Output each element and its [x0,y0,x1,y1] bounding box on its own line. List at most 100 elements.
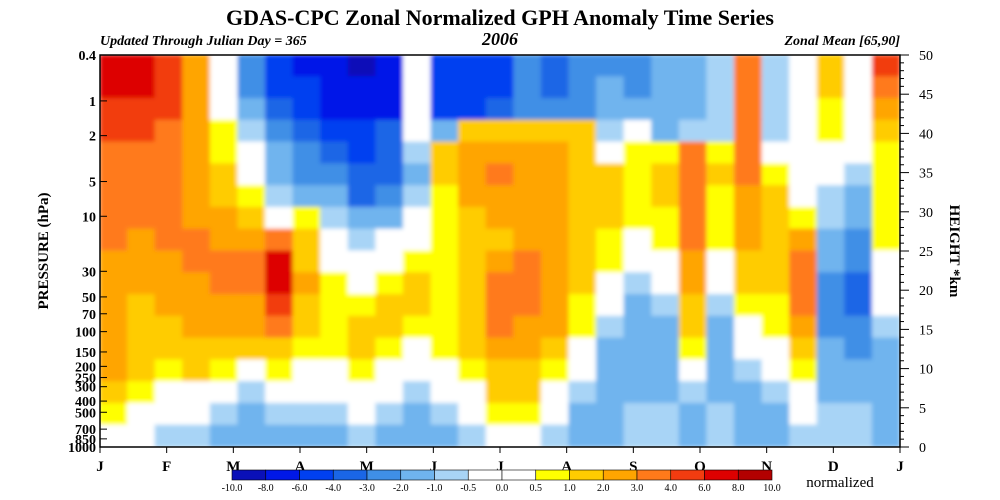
heatmap-cell [706,315,735,339]
heatmap-cell [402,424,432,447]
heatmap-cell [375,55,404,78]
heatmap-cell [844,294,873,317]
heatmap-cell [154,76,184,100]
heatmap-cell [237,163,267,187]
heatmap-cell [568,76,598,100]
heatmap-cell [623,294,653,317]
heatmap-cell [596,228,625,252]
heatmap-cell [568,98,598,121]
heatmap-cell [816,185,846,208]
heatmap-cell [733,76,763,100]
heatmap-cell [209,119,239,143]
heatmap-cell [292,424,322,447]
heatmap-cell [100,272,129,296]
heatmap-cell [623,337,653,361]
y-axis-label: PRESSURE (hPa) [36,192,52,309]
heatmap-cell [789,55,818,78]
heatmap-cell [100,185,129,208]
heatmap-cell [375,294,404,317]
heatmap-cell [651,76,680,100]
heatmap-cell [458,76,487,100]
heatmap-cell [347,141,377,165]
heatmap-cell [706,185,735,208]
heatmap-cell [623,119,653,143]
heatmap-cell [651,98,680,121]
heatmap-cell [127,337,156,361]
heatmap-cell [375,185,404,208]
heatmap-cell [430,141,460,165]
heatmap-cell [651,337,680,361]
chart-subtitle-year: 2006 [481,29,518,49]
heatmap-cell [706,163,735,187]
month-tick-label: J [896,459,904,475]
heatmap-cell [678,98,708,121]
heatmap-cell [844,424,873,447]
heatmap-cell [871,185,900,208]
month-tick-label: O [694,459,706,475]
heatmap-cell [154,359,184,383]
heatmap-cell [596,76,625,100]
heatmap-cell [430,315,460,339]
heatmap-cell [347,381,377,404]
height-tick-label: 25 [919,245,933,260]
colorbar-swatch [636,469,672,481]
colorbar-swatch [737,469,773,481]
heatmap-cell [320,228,349,252]
heatmap-cell [761,206,791,230]
heatmap-cell [265,55,294,78]
heatmap-cell [678,141,708,165]
heatmap-cell [871,250,900,274]
heatmap-cell [320,206,349,230]
pressure-tick-label: 0.4 [79,49,97,64]
heatmap-cell [540,294,570,317]
heatmap-cell [816,359,846,383]
heatmap-cell [100,76,129,100]
month-tick-label: J [496,459,504,475]
heatmap-cell [485,315,515,339]
heatmap-cell [678,119,708,143]
colorbar-swatch [400,469,435,481]
heatmap-cell [761,402,791,426]
heatmap-cell [402,359,432,383]
heatmap-cell [596,98,625,121]
heatmap-cell [402,141,432,165]
heatmap-cell [182,294,211,317]
heatmap-cell [623,250,653,274]
colorbar-level-label: 6.0 [698,483,711,494]
heatmap-cell [678,315,708,339]
heatmap-cell [540,424,570,447]
heatmap-cell [623,381,653,404]
heatmap-cell [706,228,735,252]
heatmap-cell [430,206,460,230]
height-tick-label: 45 [919,88,933,103]
heatmap-cell [651,119,680,143]
heatmap-cell [237,185,267,208]
heatmap-cell [320,359,349,383]
heatmap-cell [209,272,239,296]
heatmap-cell [347,250,377,274]
heatmap-cell [816,381,846,404]
heatmap-cell [127,98,156,121]
colorbar-swatch [704,469,739,481]
heatmap-cell [292,228,322,252]
heatmap-cell [320,315,349,339]
heatmap-cell [568,206,598,230]
month-tick-label: D [828,459,839,475]
heatmap-cell [761,141,791,165]
heatmap-cell [844,402,873,426]
heatmap-cell [816,119,846,143]
colorbar-unit-label: normalized [806,475,874,491]
month-tick-label: J [96,459,104,475]
heatmap-cell [320,163,349,187]
heatmap-cell [623,206,653,230]
heatmap-cell [733,315,763,339]
heatmap-cell [540,359,570,383]
heatmap-cell [265,163,294,187]
heatmap-cell [265,206,294,230]
heatmap-cell [347,228,377,252]
heatmap-cell [209,98,239,121]
colorbar-level-label: -4.0 [325,483,341,494]
pressure-tick-label: 500 [75,406,96,421]
heatmap-cell [733,98,763,121]
